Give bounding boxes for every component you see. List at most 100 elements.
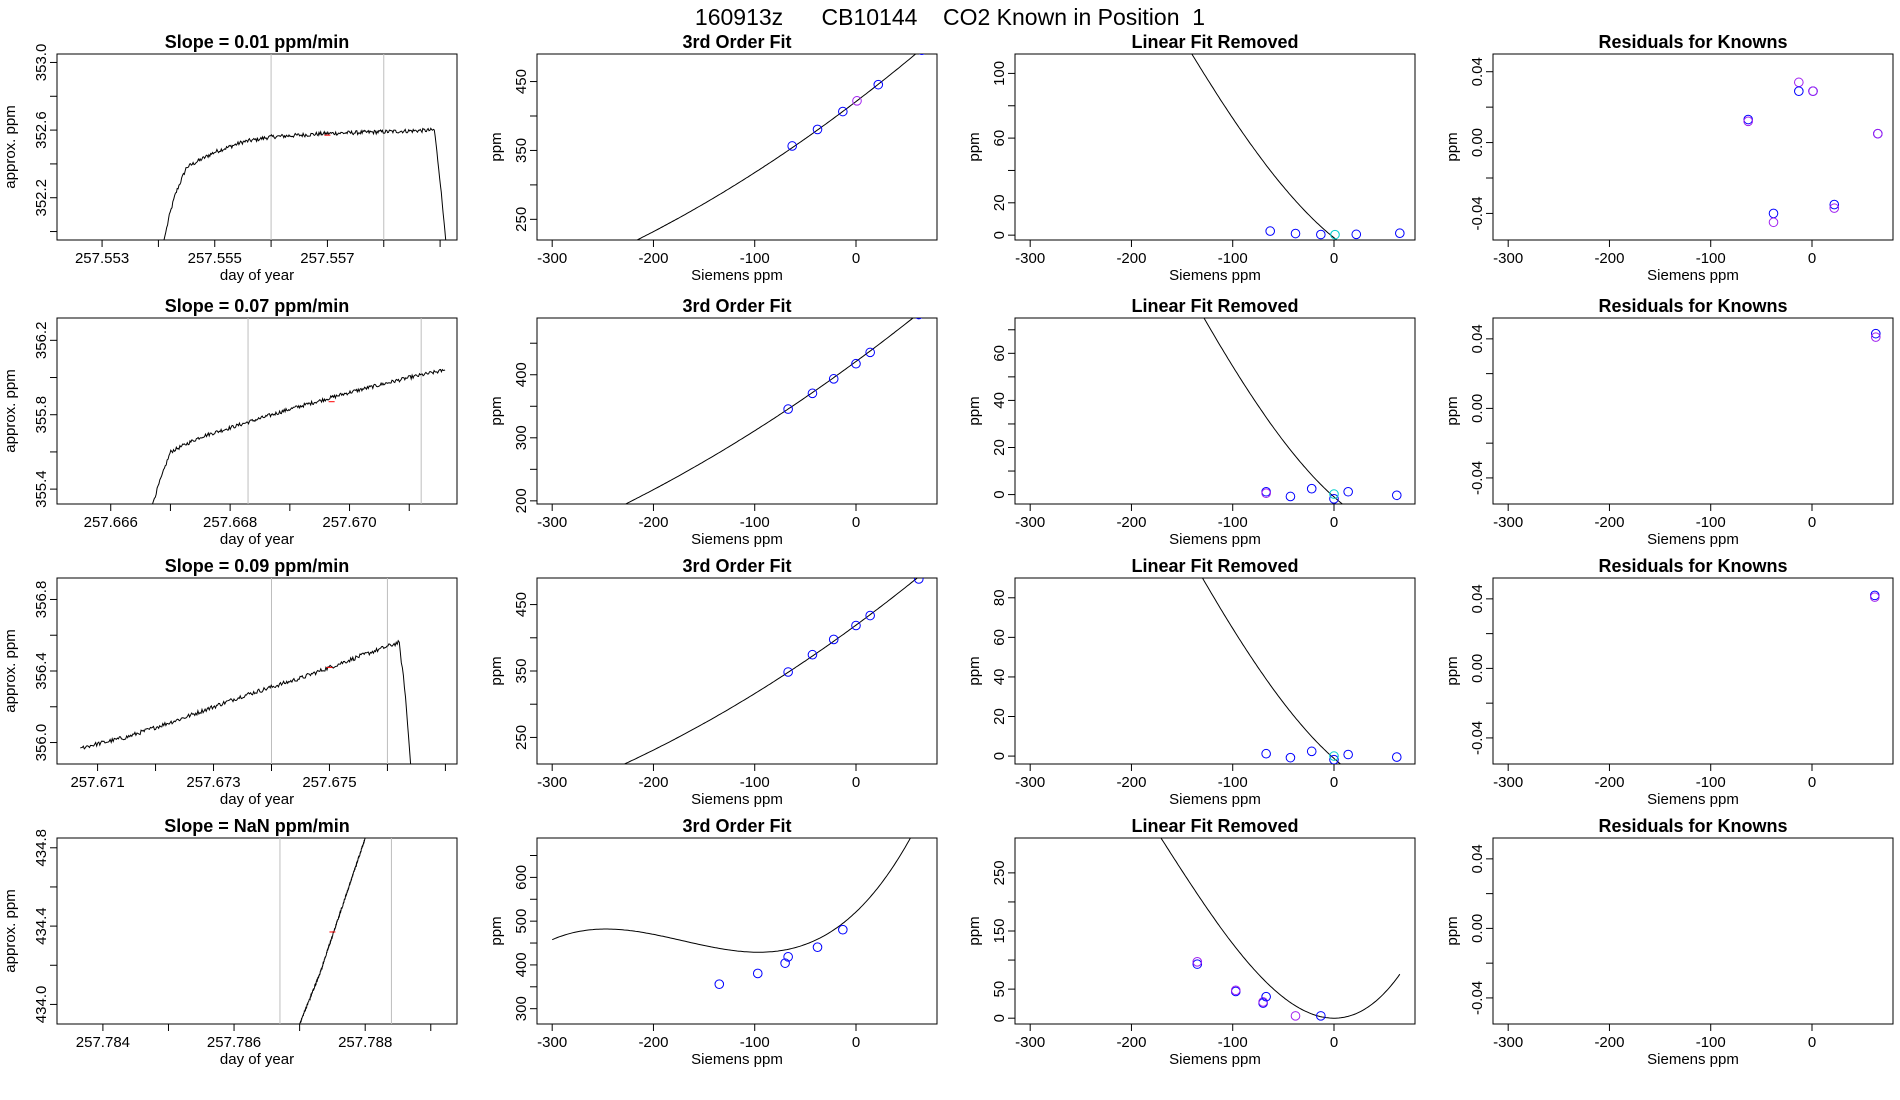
x-tick-label: -100	[1218, 774, 1248, 791]
y-axis-label: ppm	[1444, 396, 1461, 425]
plot-frame	[536, 837, 938, 1025]
plot-frame	[1014, 53, 1416, 241]
x-tick-label: -100	[1696, 514, 1726, 531]
x-tick-label: 257.668	[203, 514, 257, 531]
panel-r1c3: Linear Fit Removed -300 -200 -100 0 Siemens p…	[966, 32, 1416, 284]
data-point	[1290, 1011, 1301, 1021]
y-axis-label: approx. ppm	[2, 369, 19, 452]
y-tick-label: 350	[513, 138, 530, 163]
data-point	[828, 634, 839, 645]
panel-title: 3rd Order Fit	[682, 556, 791, 576]
panel-r1c1: Slope = 0.01 ppm/min 257.553 257.555 257.55…	[2, 32, 458, 284]
x-tick-label: -100	[740, 774, 770, 791]
y-tick-label: 355.4	[33, 470, 50, 508]
fit-curve	[1191, 54, 1338, 240]
x-tick-label: -300	[1015, 774, 1045, 791]
data-point	[1329, 754, 1339, 764]
plot-content	[1743, 77, 1883, 228]
data-point	[1265, 226, 1275, 236]
plot-frame	[1492, 53, 1894, 241]
data-point	[1285, 752, 1296, 763]
data-point	[915, 318, 923, 320]
panel-title: 3rd Order Fit	[682, 296, 791, 316]
x-tick-label: -200	[1594, 774, 1624, 791]
plot-frame	[536, 53, 938, 241]
fit-curve	[624, 318, 914, 504]
y-tick-label: 0	[991, 231, 1008, 239]
x-tick-label: 0	[1330, 514, 1338, 531]
panel-title: Residuals for Knowns	[1598, 296, 1787, 316]
y-tick-label: 100	[991, 61, 1008, 86]
plot-frame	[1014, 577, 1416, 765]
x-tick-label: 0	[1808, 250, 1816, 267]
x-tick-label: 0	[1808, 514, 1816, 531]
data-point	[783, 404, 793, 414]
data-point	[1192, 957, 1203, 967]
data-point	[812, 124, 823, 135]
panel-r2c3: Linear Fit Removed -300 -200 -100 0 Siemens p…	[966, 296, 1416, 548]
plot-content	[80, 578, 412, 764]
x-tick-label: 0	[1808, 774, 1816, 791]
y-tick-label: 0.04	[1469, 844, 1486, 873]
x-tick-label: -100	[740, 250, 770, 267]
panel-title: Linear Fit Removed	[1131, 296, 1298, 316]
plot-content	[279, 838, 392, 1024]
x-axis-label: Siemens ppm	[691, 267, 783, 284]
x-axis-label: day of year	[220, 531, 294, 548]
y-axis-label: ppm	[488, 656, 505, 685]
plot-frame	[56, 577, 458, 765]
y-axis-label: ppm	[966, 916, 983, 945]
data-point	[1329, 494, 1339, 504]
y-axis-label: approx. ppm	[2, 105, 19, 188]
x-tick-label: -100	[1218, 1034, 1248, 1051]
x-tick-label: -200	[1116, 250, 1146, 267]
x-tick-label: -200	[1116, 774, 1146, 791]
panel-r4c2: 3rd Order Fit -300 -200 -100 0 Siemens ppm 300…	[488, 816, 938, 1068]
x-axis-label: Siemens ppm	[1169, 791, 1261, 808]
plot-content	[623, 578, 924, 764]
x-tick-label: 0	[852, 514, 860, 531]
y-tick-label: 0	[991, 1014, 1008, 1022]
data-point	[1743, 116, 1753, 127]
x-tick-label: 257.788	[338, 1034, 392, 1051]
page-title: 160913z CB10144 CO2 Known in Position 1	[694, 4, 1206, 30]
x-axis-label: Siemens ppm	[1647, 1051, 1739, 1068]
y-tick-label: 600	[513, 865, 530, 890]
panel-title: Slope = 0.09 ppm/min	[165, 556, 350, 576]
y-tick-label: 250	[991, 860, 1008, 885]
data-point	[1261, 991, 1271, 1002]
data-point	[1391, 490, 1402, 501]
x-tick-label: -200	[638, 250, 668, 267]
data-point	[1768, 208, 1779, 219]
x-tick-label: 0	[1330, 250, 1338, 267]
y-axis-label: ppm	[488, 396, 505, 425]
data-point	[1285, 491, 1296, 502]
data-point	[1794, 86, 1804, 96]
concentration-trace	[163, 127, 447, 240]
data-point	[783, 952, 793, 962]
x-tick-label: -200	[638, 1034, 668, 1051]
data-point	[1329, 489, 1339, 499]
data-point	[780, 958, 790, 968]
data-point	[828, 374, 839, 384]
panel-r4c4: Residuals for Knowns -300 -200 -100 0 Siemens…	[1444, 816, 1894, 1068]
panel-r3c2: 3rd Order Fit -300 -200 -100 0 Siemens ppm 250…	[488, 556, 938, 808]
data-point	[838, 924, 848, 935]
y-axis-label: ppm	[966, 396, 983, 425]
y-tick-label: 434.4	[33, 907, 50, 945]
concentration-trace	[80, 639, 412, 764]
y-tick-label: 20	[991, 194, 1008, 211]
y-tick-label: 450	[513, 69, 530, 94]
plot-content	[1203, 318, 1402, 504]
data-point	[918, 54, 925, 56]
panel-title: Slope = 0.07 ppm/min	[165, 296, 350, 316]
x-tick-label: -300	[1493, 774, 1523, 791]
plot-frame	[56, 317, 458, 505]
plot-frame	[1492, 577, 1894, 765]
x-axis-label: Siemens ppm	[691, 531, 783, 548]
x-tick-label: 257.673	[186, 774, 240, 791]
y-axis-label: approx. ppm	[2, 889, 19, 972]
panel-r3c4: Residuals for Knowns -300 -200 -100 0 Siemens…	[1444, 556, 1894, 808]
data-point	[873, 79, 884, 90]
data-point	[1768, 217, 1779, 228]
